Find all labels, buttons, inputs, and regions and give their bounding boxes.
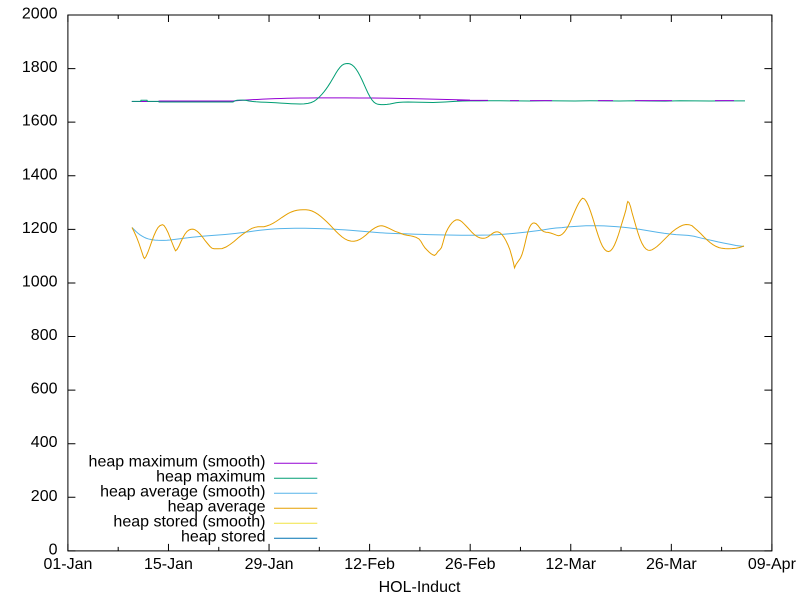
svg-text:600: 600 <box>31 381 58 398</box>
svg-text:1000: 1000 <box>22 273 58 290</box>
svg-text:heap maximum (smooth): heap maximum (smooth) <box>89 454 266 471</box>
svg-text:0: 0 <box>49 541 58 558</box>
svg-text:12-Mar: 12-Mar <box>545 556 596 573</box>
svg-text:12-Feb: 12-Feb <box>344 556 395 573</box>
svg-text:heap average (smooth): heap average (smooth) <box>100 484 265 501</box>
svg-text:2000: 2000 <box>22 6 58 23</box>
svg-text:heap average: heap average <box>168 499 266 516</box>
svg-text:HOL-Induct: HOL-Induct <box>379 579 461 596</box>
svg-text:15-Jan: 15-Jan <box>144 556 193 573</box>
svg-text:400: 400 <box>31 434 58 451</box>
svg-text:1800: 1800 <box>22 59 58 76</box>
svg-text:26-Feb: 26-Feb <box>445 556 496 573</box>
svg-text:200: 200 <box>31 488 58 505</box>
svg-text:heap stored: heap stored <box>181 529 266 546</box>
svg-text:26-Mar: 26-Mar <box>646 556 697 573</box>
svg-text:1600: 1600 <box>22 113 58 130</box>
svg-text:09-Apr: 09-Apr <box>748 556 797 573</box>
svg-text:1400: 1400 <box>22 166 58 183</box>
svg-text:800: 800 <box>31 327 58 344</box>
svg-text:1200: 1200 <box>22 220 58 237</box>
svg-text:heap stored (smooth): heap stored (smooth) <box>113 514 265 531</box>
svg-text:29-Jan: 29-Jan <box>245 556 294 573</box>
svg-text:01-Jan: 01-Jan <box>43 556 92 573</box>
svg-text:heap maximum: heap maximum <box>156 469 265 486</box>
